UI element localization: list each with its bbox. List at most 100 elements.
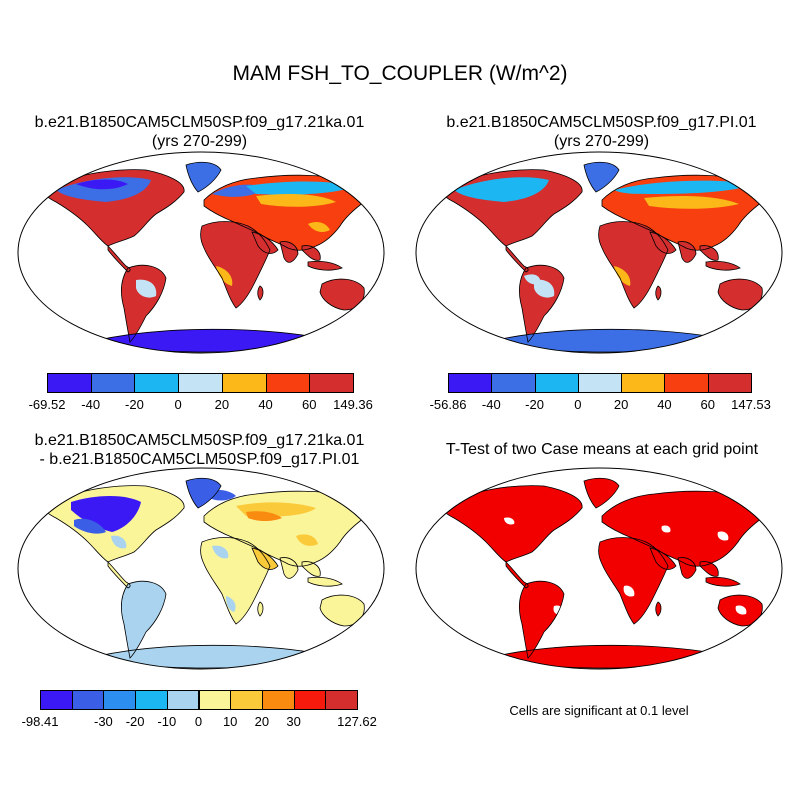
- legend-1-tick-label: 149.36: [333, 397, 373, 412]
- field-patch: [614, 266, 631, 286]
- continent-australia: [320, 279, 365, 310]
- legend-3-tick-label: -20: [125, 714, 145, 729]
- coastline: [366, 309, 373, 323]
- panel-1-title: b.e21.B1850CAM5CLM50SP.f09_g17.21ka.01 (…: [12, 113, 387, 151]
- coastline: [518, 264, 565, 343]
- legend-1-tick-label: 0: [174, 397, 182, 412]
- legend-2-swatch: [534, 373, 579, 393]
- field-patch: [216, 266, 233, 286]
- map-panel-2: [415, 151, 783, 354]
- map-border: [17, 151, 385, 354]
- legend-3-swatch: [71, 690, 105, 710]
- panel-3-title-line2: - b.e21.B1850CAM5CLM50SP.f09_g17.PI.01: [39, 451, 360, 468]
- coastline: [43, 169, 185, 247]
- legend-1-tick-label: 40: [258, 397, 273, 412]
- coastline: [583, 161, 620, 193]
- legend-3-swatch: [198, 690, 232, 710]
- legend-2-tick-label: -40: [481, 397, 501, 412]
- legend-1-swatch: [309, 373, 354, 393]
- legend-1-swatch: [178, 373, 223, 393]
- legend-1-tick-label: 20: [214, 397, 230, 412]
- figure-title: MAM FSH_TO_COUPLER (W/m^2): [232, 62, 568, 85]
- field-patch: [206, 489, 236, 501]
- legend-3-tick-label: 127.62: [337, 714, 377, 729]
- field-patch: [717, 531, 729, 541]
- legend-1-tick-label: -69.52: [28, 397, 66, 412]
- continent-india: [678, 241, 696, 263]
- continent-southAmerica: [519, 265, 564, 342]
- continent-indonesia: [308, 261, 342, 271]
- map-border: [415, 151, 783, 354]
- coastline: [200, 221, 271, 309]
- field-patch: [735, 605, 747, 615]
- field-patch: [644, 196, 739, 209]
- panel-1-title-line2: (yrs 270-299): [151, 133, 248, 150]
- continent-madagascar: [655, 286, 661, 300]
- continent-australia: [320, 595, 365, 626]
- coastline: [764, 309, 771, 323]
- legend-2-swatch: [664, 373, 709, 393]
- continent-greenland: [584, 162, 619, 192]
- field-patch: [136, 279, 157, 298]
- coastline: [185, 161, 222, 193]
- field-patch: [212, 545, 229, 559]
- legend-3-swatch: [230, 690, 263, 710]
- field-patch: [296, 534, 318, 546]
- continent-nz: [366, 626, 373, 638]
- legend-3-swatch: [40, 690, 73, 710]
- field-patch: [661, 525, 671, 533]
- significance-note: Cells are significant at 0.1 level: [509, 703, 689, 718]
- legend-3-tick-label: -98.41: [21, 714, 59, 729]
- coastline: [677, 557, 697, 579]
- legend-3-tick-label: 20: [254, 714, 270, 729]
- coastline: [505, 245, 529, 273]
- land-layer: [18, 152, 384, 353]
- coastline: [518, 580, 565, 659]
- coastline: [505, 561, 529, 589]
- legend-3-tick-label: 10: [222, 714, 238, 729]
- legend-2-tick-label: 20: [613, 397, 629, 412]
- continent-madagascar: [257, 602, 263, 616]
- panel-3-title-line1: b.e21.B1850CAM5CLM50SP.f09_g17.21ka.01: [34, 432, 365, 449]
- legend-1-tick-label: -40: [81, 397, 101, 412]
- coastline: [251, 231, 279, 254]
- coastline: [185, 477, 222, 509]
- continent-indonesia: [706, 261, 740, 271]
- field-patch: [226, 596, 236, 612]
- coastline: [699, 245, 719, 261]
- continent-australia: [718, 279, 763, 310]
- legend-3-swatch: [293, 690, 327, 710]
- land-layer: [416, 468, 782, 669]
- coastline: [649, 547, 677, 570]
- coastline: [301, 245, 321, 261]
- map-border: [415, 467, 783, 670]
- field-patch: [524, 274, 541, 285]
- legend-2-tick-label: -56.86: [429, 397, 467, 412]
- coastline: [251, 547, 279, 570]
- continent-southAmerica: [121, 265, 166, 342]
- legend-2-swatch: [491, 373, 536, 393]
- continent-greenland: [186, 478, 221, 508]
- coastline: [203, 174, 368, 251]
- field-patch: [623, 585, 635, 597]
- legend-3-swatch: [166, 690, 200, 710]
- panel-1-title-line1: b.e21.B1850CAM5CLM50SP.f09_g17.21ka.01: [34, 114, 365, 131]
- field-patch: [246, 511, 282, 521]
- coastline: [598, 221, 669, 309]
- legend-2-swatch: [621, 373, 666, 393]
- legend-2-swatch: [577, 373, 623, 393]
- coastline: [279, 557, 299, 579]
- continent-indonesia: [308, 577, 342, 587]
- panel-4-title: T-Test of two Case means at each grid po…: [445, 441, 759, 458]
- coastline: [677, 241, 697, 263]
- coastline: [107, 561, 131, 589]
- land-layer: [416, 152, 782, 353]
- coastline: [107, 245, 131, 273]
- legend-1-tick-label: 60: [302, 397, 317, 412]
- field-patch: [504, 517, 515, 525]
- coastline: [699, 561, 719, 577]
- legend-3-swatch: [103, 690, 137, 710]
- field-patch: [308, 222, 330, 232]
- map-panel-4: [415, 467, 783, 670]
- coastline: [655, 601, 662, 617]
